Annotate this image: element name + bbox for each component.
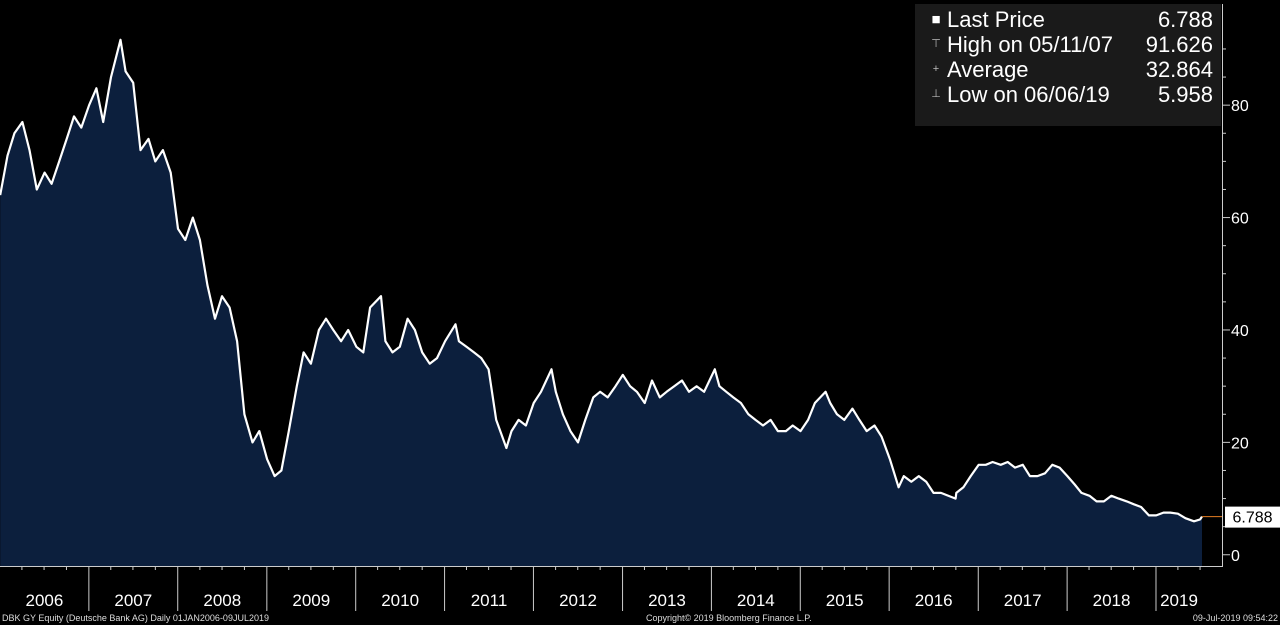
x-tick-label: 2015 <box>826 591 864 610</box>
legend-item-low: ⊥ Low on 06/06/19 5.958 <box>927 82 1213 107</box>
x-tick-label: 2011 <box>471 591 508 610</box>
x-axis: 2006 2007 2008 2009 2010 2011 2012 2013 2014 2015… <box>0 566 1223 611</box>
low-marker-icon: ⊥ <box>931 88 941 100</box>
legend-item-average: + Average 32.864 <box>927 57 1213 82</box>
square-marker-icon: ■ <box>931 11 941 28</box>
footer-timestamp: 09-Jul-2019 09:54:22 <box>1192 613 1278 623</box>
high-marker-icon: ⊤ <box>931 38 941 50</box>
legend-item-high: ⊤ High on 05/11/07 91.626 <box>927 32 1213 57</box>
x-tick-label: 2010 <box>381 591 419 610</box>
legend-value: 32.864 <box>1145 57 1213 82</box>
x-tick-label: 2019 <box>1160 591 1198 610</box>
footer-copyright: Copyright© 2019 Bloomberg Finance L.P. <box>646 613 812 623</box>
price-series <box>0 38 1203 567</box>
x-tick-label: 2013 <box>648 591 686 610</box>
y-tick-label: 80 <box>1231 98 1249 115</box>
last-price-label: 6.788 <box>1232 510 1272 527</box>
legend-box: ■ Last Price 6.788 ⊤ High on 05/11/07 91… <box>915 4 1221 126</box>
footer-security-info: DBK GY Equity (Deutsche Bank AG) Daily 0… <box>2 613 269 623</box>
average-marker-icon: + <box>932 63 940 75</box>
x-tick-label: 2017 <box>1004 591 1042 610</box>
y-tick-label: 40 <box>1231 323 1249 340</box>
x-tick-label: 2012 <box>559 591 597 610</box>
legend-value: 6.788 <box>1157 7 1213 32</box>
x-tick-label: 2018 <box>1093 591 1131 610</box>
y-tick-label: 60 <box>1231 211 1249 228</box>
price-area-fill <box>0 39 1203 567</box>
price-line <box>0 38 1203 523</box>
legend-value: 5.958 <box>1157 82 1213 107</box>
x-tick-label: 2009 <box>292 591 330 610</box>
legend-label: Last Price <box>947 7 1045 32</box>
x-tick-label: 2008 <box>203 591 241 610</box>
x-tick-label: 2007 <box>114 591 152 610</box>
y-axis: 0 20 40 60 80 <box>1222 4 1249 566</box>
y-tick-label: 20 <box>1231 435 1249 452</box>
legend-label: Low on 06/06/19 <box>947 82 1110 107</box>
y-tick-label: 0 <box>1231 548 1240 565</box>
last-price-box <box>1225 506 1280 528</box>
legend-item-last-price: ■ Last Price 6.788 <box>927 7 1213 32</box>
x-tick-label: 2016 <box>915 591 953 610</box>
legend-value: 91.626 <box>1145 32 1213 57</box>
legend-label: High on 05/11/07 <box>947 32 1113 57</box>
last-price-tag: 6.788 <box>1202 506 1280 528</box>
x-tick-label: 2006 <box>26 591 64 610</box>
legend-label: Average <box>947 57 1029 82</box>
x-tick-label: 2014 <box>737 591 775 610</box>
